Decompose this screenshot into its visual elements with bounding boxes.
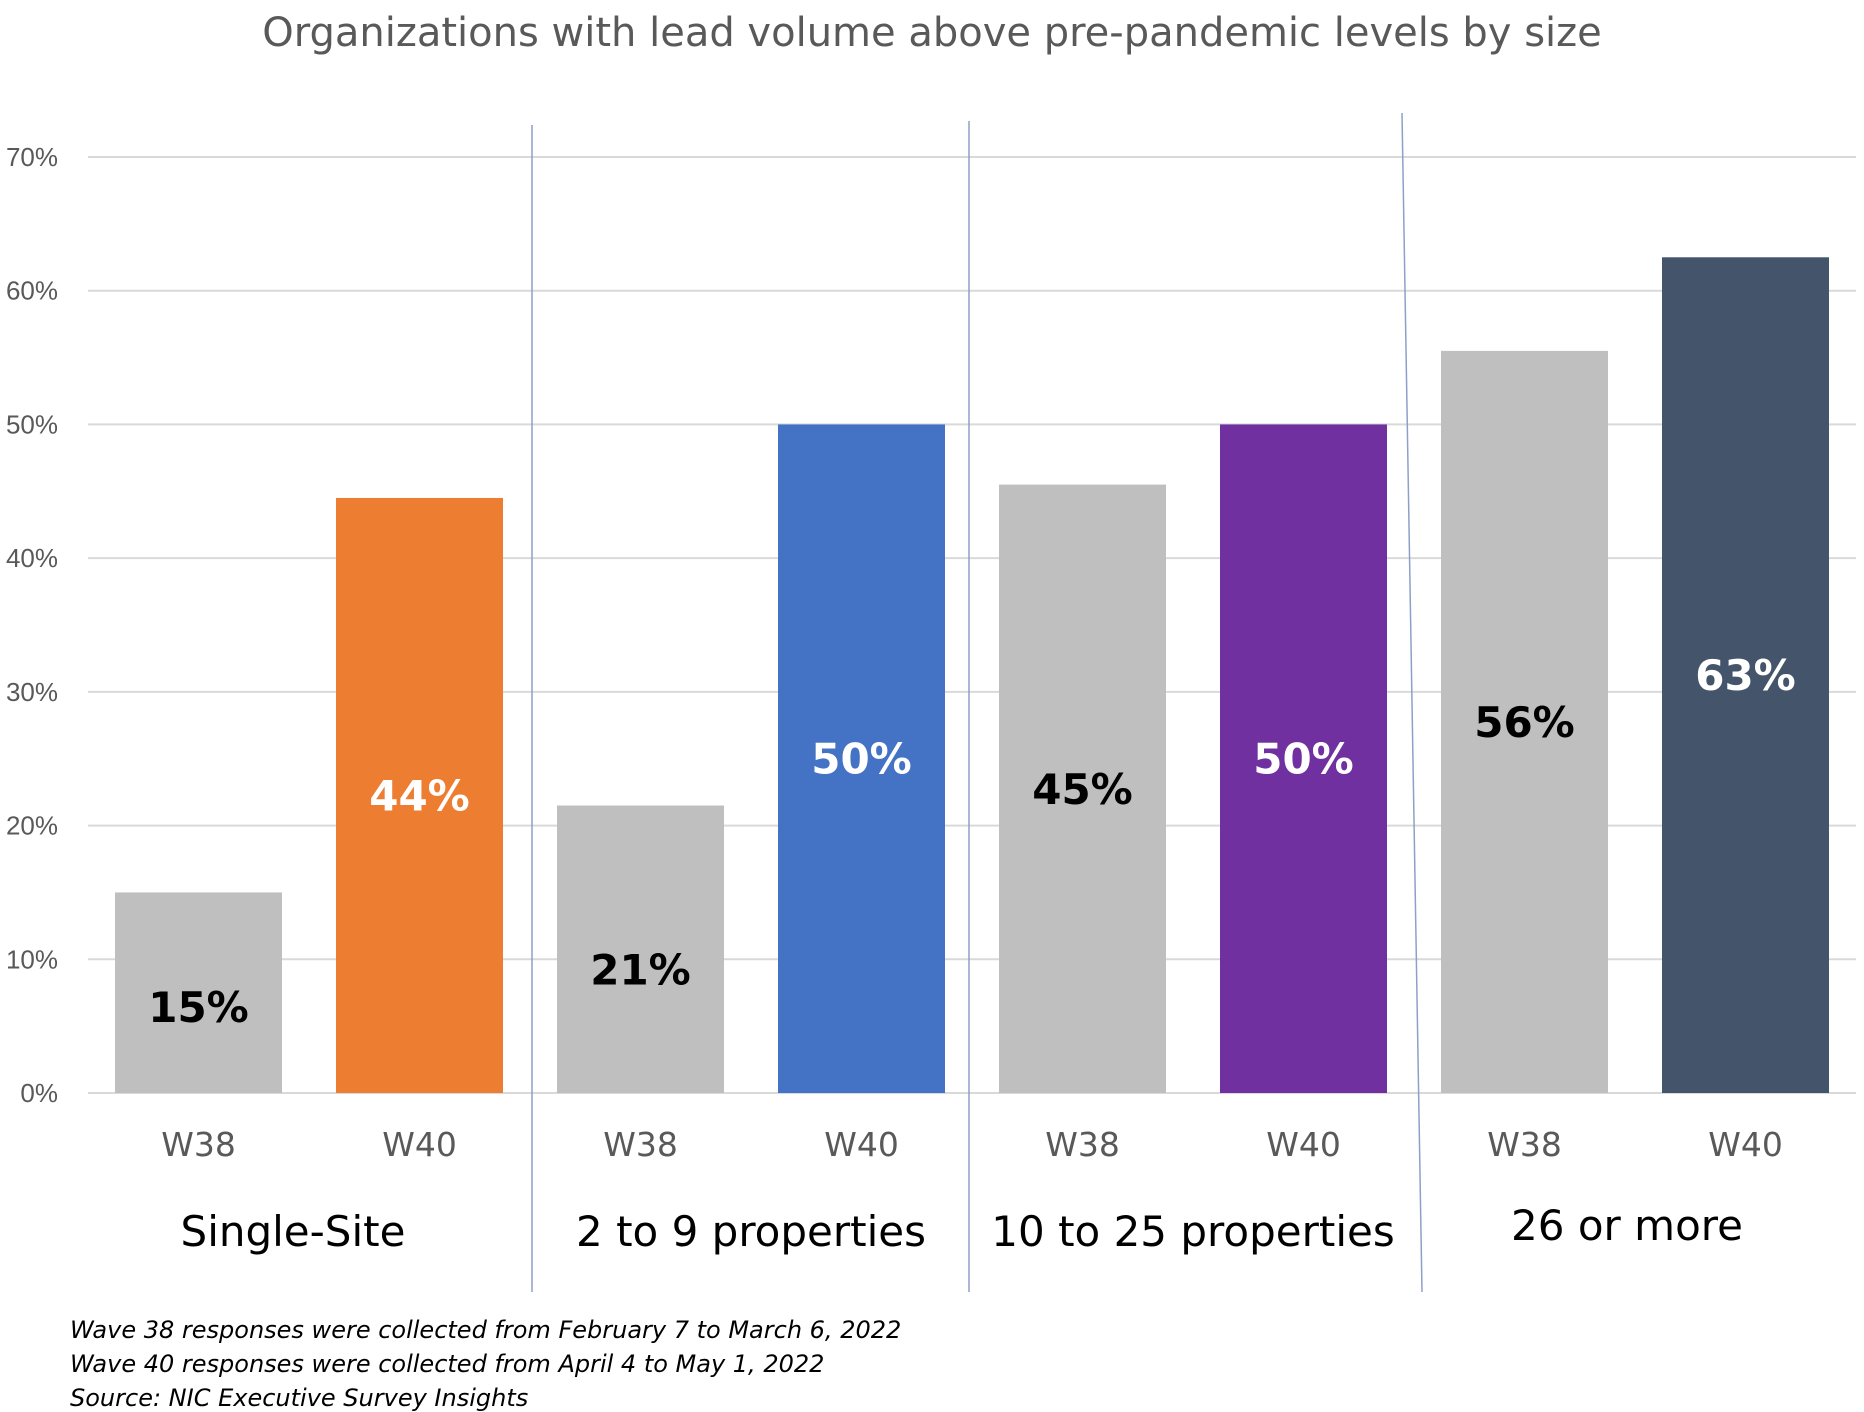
x-category-label: W40 — [1708, 1125, 1783, 1164]
y-tick-label: 10% — [6, 944, 58, 974]
y-tick-label: 30% — [6, 677, 58, 707]
bar-4-w38 — [1441, 350, 1608, 1093]
group-dividers — [531, 112, 1423, 1293]
y-tick-label: 60% — [6, 276, 58, 306]
data-label: 56% — [1474, 698, 1575, 747]
bar-2-w38 — [557, 805, 724, 1093]
group-label: 26 or more — [1511, 1201, 1743, 1250]
bars — [115, 257, 1829, 1094]
x-axis-categories: W38 W40 W38 W40 W38 W40 W38 W40 — [161, 1125, 1783, 1164]
data-label: 21% — [590, 945, 691, 994]
y-tick-label: 50% — [6, 409, 58, 439]
chart-title: Organizations with lead volume above pre… — [262, 10, 1602, 56]
bar-1-w38 — [115, 892, 282, 1093]
bar-3-w38 — [999, 484, 1166, 1094]
bar-3-w40 — [1220, 424, 1387, 1093]
bar-1-w40 — [336, 497, 503, 1093]
x-category-label: W38 — [1045, 1125, 1120, 1164]
bar-4-w40 — [1662, 257, 1829, 1093]
data-label: 63% — [1695, 651, 1796, 700]
x-category-label: W40 — [824, 1125, 899, 1164]
data-label: 50% — [811, 735, 912, 784]
y-tick-label: 40% — [6, 543, 58, 573]
data-label: 50% — [1253, 735, 1354, 784]
group-label: 10 to 25 properties — [991, 1207, 1394, 1256]
y-axis-ticks: 0% 10% 20% 30% 40% 50% 60% 70% — [6, 142, 58, 1108]
x-category-label: W40 — [1266, 1125, 1341, 1164]
y-tick-label: 70% — [6, 142, 58, 172]
x-category-label: W38 — [161, 1125, 236, 1164]
group-labels: Single-Site 2 to 9 properties 10 to 25 pro… — [181, 1201, 1743, 1256]
data-label: 44% — [369, 771, 470, 820]
y-tick-label: 0% — [20, 1078, 58, 1108]
data-labels: 15% 44% 21% 50% 45% 50% 56% 63% — [148, 651, 1796, 1032]
bar-2-w40 — [778, 424, 945, 1093]
group-divider — [1401, 112, 1423, 1293]
data-label: 15% — [148, 983, 249, 1032]
x-category-label: W38 — [1487, 1125, 1562, 1164]
footnote-source: Source: NIC Executive Survey Insights — [70, 1384, 529, 1412]
data-label: 45% — [1032, 765, 1133, 814]
group-label: 2 to 9 properties — [576, 1207, 926, 1256]
footnote-wave-40: Wave 40 responses were collected from Ap… — [70, 1350, 825, 1378]
y-tick-label: 20% — [6, 811, 58, 841]
footnote-wave-38: Wave 38 responses were collected from Fe… — [70, 1316, 902, 1344]
group-label: Single-Site — [181, 1207, 406, 1256]
x-category-label: W40 — [382, 1125, 457, 1164]
x-category-label: W38 — [603, 1125, 678, 1164]
